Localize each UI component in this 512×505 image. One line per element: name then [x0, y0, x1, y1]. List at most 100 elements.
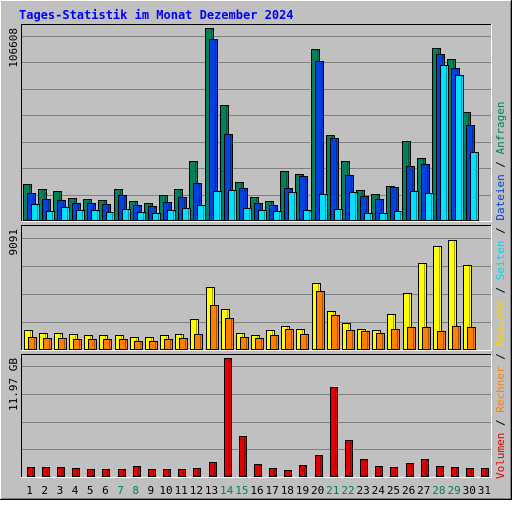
bar: [239, 436, 247, 477]
bar: [103, 339, 112, 350]
bar: [425, 193, 434, 221]
x-tick-label: 6: [102, 484, 109, 497]
bar: [72, 468, 80, 477]
bar: [255, 338, 264, 350]
bar: [43, 338, 52, 350]
bar: [243, 208, 252, 221]
bar: [375, 466, 383, 477]
x-tick-label: 1: [26, 484, 33, 497]
x-tick-label: 30: [463, 484, 476, 497]
bar: [182, 208, 191, 221]
bar: [421, 459, 429, 477]
bar: [240, 337, 249, 350]
bar: [455, 75, 464, 221]
bar: [269, 468, 277, 477]
bar: [102, 469, 110, 477]
bar: [364, 213, 373, 221]
x-tick-label: 29: [447, 484, 460, 497]
bar: [258, 210, 267, 221]
bar: [118, 469, 126, 477]
bar: [91, 210, 100, 221]
x-tick-label: 4: [72, 484, 79, 497]
bar: [346, 330, 355, 350]
bar: [466, 468, 474, 477]
x-tick-label: 3: [57, 484, 64, 497]
legend-text: Volumen / Rechner / Besuche / Seiten / D…: [494, 101, 507, 479]
bar: [167, 210, 176, 221]
bar: [73, 339, 82, 350]
x-tick-label: 13: [205, 484, 218, 497]
x-tick-label: 8: [132, 484, 139, 497]
x-tick-label: 7: [117, 484, 124, 497]
bar: [193, 468, 201, 477]
bar: [470, 152, 479, 221]
bar: [61, 207, 70, 221]
x-tick-label: 31: [478, 484, 491, 497]
bar: [299, 465, 307, 477]
bar: [349, 192, 358, 221]
legend-item: Rechner: [494, 366, 507, 413]
bar: [330, 138, 339, 221]
series-seiten: [31, 65, 479, 221]
bar: [303, 210, 312, 221]
bar: [87, 469, 95, 477]
bar: [57, 467, 65, 477]
bar: [345, 440, 353, 477]
bar: [440, 65, 449, 221]
bar: [178, 469, 186, 477]
bar: [88, 339, 97, 350]
bar: [213, 191, 222, 221]
x-tick-label: 12: [190, 484, 203, 497]
bar: [106, 212, 115, 221]
bar: [410, 191, 419, 221]
x-tick-label: 15: [235, 484, 248, 497]
bar: [300, 334, 309, 350]
bar: [330, 387, 338, 477]
x-tick-label: 26: [402, 484, 415, 497]
bar: [437, 331, 446, 350]
bar: [319, 194, 328, 221]
legend-separator: /: [494, 347, 507, 367]
bar: [58, 338, 67, 350]
x-tick-label: 2: [41, 484, 48, 497]
bar: [467, 327, 476, 350]
bar: [164, 339, 173, 350]
x-tick-label: 28: [432, 484, 445, 497]
legend-separator: /: [494, 154, 507, 174]
bar: [315, 455, 323, 477]
bar: [228, 190, 237, 221]
y-max-label-hits: 106608: [7, 28, 20, 68]
bar: [481, 468, 489, 477]
bar: [122, 209, 131, 221]
bar: [285, 329, 294, 350]
x-tick-label: 18: [281, 484, 294, 497]
bar: [179, 338, 188, 350]
bar: [27, 467, 35, 477]
x-tick-label: 20: [311, 484, 324, 497]
x-tick-label: 25: [387, 484, 400, 497]
x-tick-label: 5: [87, 484, 94, 497]
bar: [209, 462, 217, 477]
bar: [194, 334, 203, 350]
bar: [149, 341, 158, 350]
bar: [270, 335, 279, 350]
x-tick-label: 14: [220, 484, 234, 497]
legend-separator: /: [494, 280, 507, 300]
legend-item: Dateien: [494, 174, 507, 220]
bar: [390, 467, 398, 477]
bar: [76, 210, 85, 221]
bar: [334, 209, 343, 221]
bar: [394, 211, 403, 221]
x-tick-label: 17: [266, 484, 279, 497]
bar: [273, 211, 282, 221]
chart-title: Tages-Statistik im Monat Dezember 2024: [19, 8, 294, 22]
panel-visits: 9091: [7, 225, 492, 351]
x-tick-label: 11: [175, 484, 188, 497]
series-rechner: [28, 291, 476, 350]
x-tick-label: 24: [372, 484, 386, 497]
legend-item: Seiten: [494, 241, 507, 281]
bar: [391, 329, 400, 350]
legend-separator: /: [494, 221, 507, 241]
x-tick-label: 9: [148, 484, 155, 497]
